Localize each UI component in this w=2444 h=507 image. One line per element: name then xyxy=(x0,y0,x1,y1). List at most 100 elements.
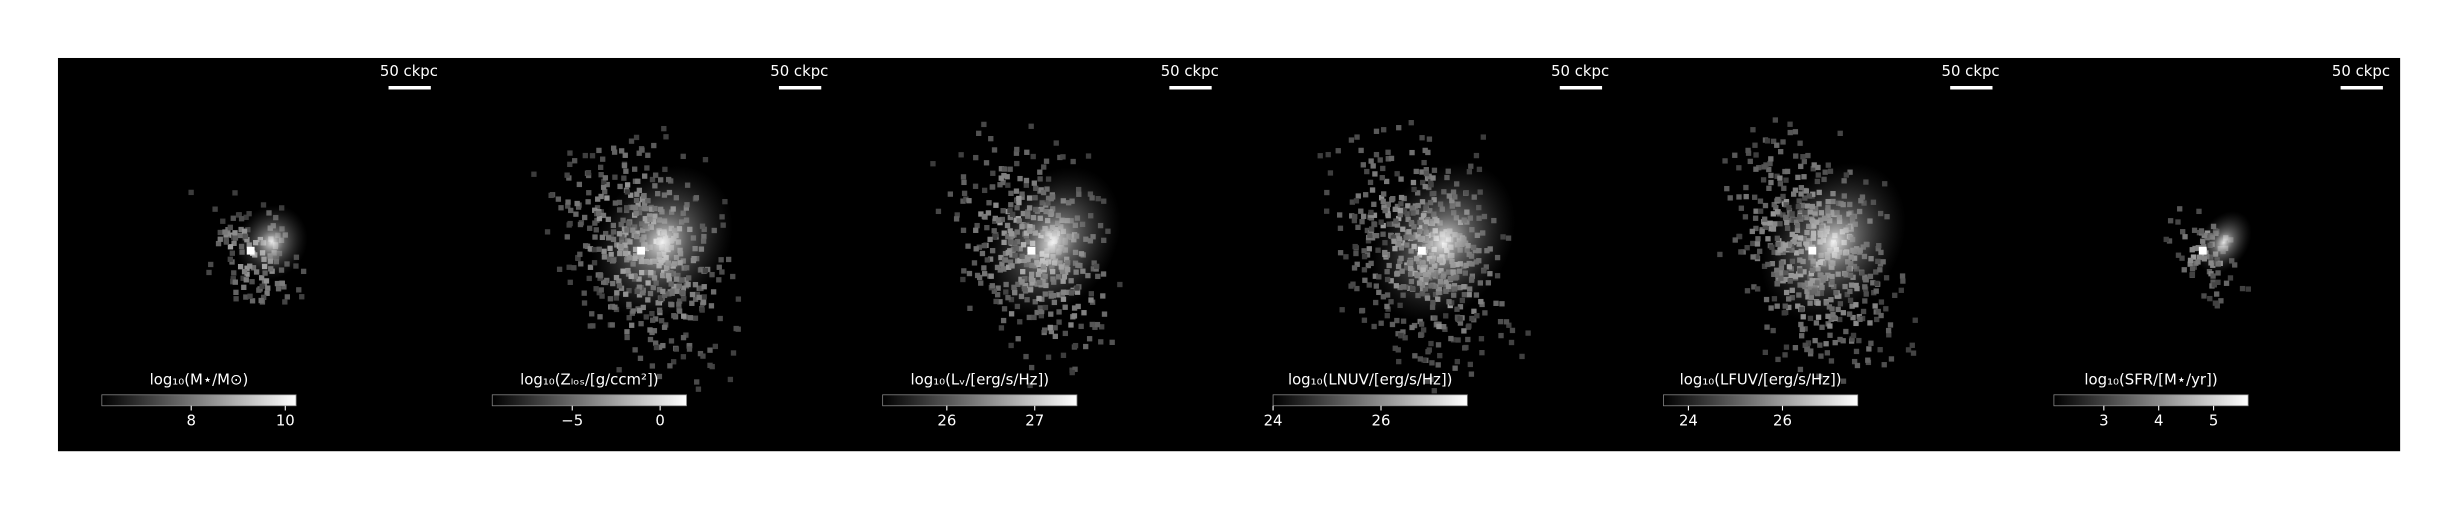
image-pixel xyxy=(590,323,596,329)
image-pixel xyxy=(1352,213,1358,220)
image-pixel xyxy=(1727,195,1733,201)
image-pixel xyxy=(1717,251,1723,258)
image-pixel xyxy=(1396,125,1402,131)
image-pixel xyxy=(1753,152,1759,158)
image-pixel xyxy=(2223,280,2230,286)
galaxy-glow xyxy=(591,165,733,320)
image-pixel xyxy=(1886,332,1892,338)
image-pixel xyxy=(1480,134,1486,140)
image-pixel xyxy=(1373,299,1379,306)
image-pixel xyxy=(1885,327,1892,334)
image-pixel xyxy=(1752,142,1758,148)
image-pixel xyxy=(217,229,223,236)
image-pixel xyxy=(1872,303,1878,309)
colorbar-tick-label: 3 xyxy=(2099,411,2108,429)
image-pixel xyxy=(1419,135,1425,141)
image-pixel xyxy=(597,314,603,320)
image-pixel xyxy=(2245,286,2251,292)
image-pixel xyxy=(1744,288,1751,294)
image-pixel xyxy=(701,294,707,300)
image-pixel xyxy=(981,121,987,128)
image-pixel xyxy=(577,251,583,257)
image-pixel xyxy=(1360,162,1366,168)
image-pixel xyxy=(1366,282,1372,288)
image-pixel xyxy=(1747,158,1753,165)
image-pixel xyxy=(1348,137,1355,143)
image-pixel xyxy=(241,269,248,275)
image-pixel xyxy=(220,218,226,224)
image-pixel xyxy=(1101,311,1108,317)
image-pixel xyxy=(206,269,212,276)
image-pixel xyxy=(971,260,978,266)
image-pixel xyxy=(1473,152,1480,159)
image-pixel xyxy=(1738,249,1744,255)
image-pixel xyxy=(223,239,230,245)
image-pixel xyxy=(1100,293,1106,299)
image-pixel xyxy=(2210,273,2216,279)
colorbar-label: log₁₀(M⋆/M⊙) xyxy=(150,371,249,389)
image-pixel xyxy=(1878,312,1884,319)
image-pixel xyxy=(1354,261,1360,267)
image-pixel xyxy=(587,246,593,252)
image-pixel xyxy=(1798,163,1804,170)
image-pixel xyxy=(628,138,635,144)
image-pixel xyxy=(1370,163,1376,169)
image-pixel xyxy=(260,202,267,208)
image-pixel xyxy=(1373,128,1380,134)
image-pixel xyxy=(586,190,592,196)
image-pixel xyxy=(1028,364,1035,371)
image-pixel xyxy=(1001,166,1008,172)
image-pixel xyxy=(1770,211,1776,217)
image-pixel xyxy=(1372,171,1378,177)
image-pixel xyxy=(1013,188,1020,194)
image-pixel xyxy=(565,203,571,209)
image-pixel xyxy=(1774,142,1780,148)
image-pixel xyxy=(544,229,551,235)
image-pixel xyxy=(227,244,234,250)
image-pixel xyxy=(1798,321,1804,328)
image-pixel xyxy=(998,166,1005,172)
image-pixel xyxy=(1383,178,1390,185)
image-pixel xyxy=(681,313,687,319)
image-pixel xyxy=(1760,177,1767,183)
image-pixel xyxy=(247,293,253,299)
colorbar-label: log₁₀(Lᵥ/[erg/s/Hz]) xyxy=(911,371,1050,389)
image-pixel xyxy=(1367,179,1374,186)
image-pixel xyxy=(1364,227,1371,234)
image-pixel xyxy=(1428,340,1434,347)
image-pixel xyxy=(582,243,589,249)
image-pixel xyxy=(1362,277,1368,283)
image-pixel xyxy=(1780,193,1786,200)
image-pixel xyxy=(587,225,593,231)
image-pixel xyxy=(1373,151,1380,158)
image-pixel xyxy=(710,289,717,295)
image-pixel xyxy=(636,150,642,156)
image-pixel xyxy=(1398,176,1404,182)
image-pixel xyxy=(1420,327,1427,333)
image-pixel xyxy=(1368,226,1375,232)
image-pixel xyxy=(1349,199,1356,205)
image-pixel xyxy=(1368,212,1374,218)
image-pixel xyxy=(695,386,702,392)
image-pixel xyxy=(976,130,982,136)
image-pixel xyxy=(1358,208,1364,214)
image-pixel xyxy=(1753,225,1759,232)
image-pixel xyxy=(592,220,598,226)
image-pixel xyxy=(1773,204,1779,211)
image-pixel xyxy=(1371,323,1377,330)
image-pixel xyxy=(1745,150,1752,156)
image-pixel xyxy=(1070,158,1076,165)
image-pixel xyxy=(1381,204,1387,210)
image-pixel xyxy=(1355,193,1361,199)
image-pixel xyxy=(1738,205,1745,211)
image-pixel xyxy=(1465,336,1471,343)
image-pixel xyxy=(712,343,719,350)
image-pixel xyxy=(1431,388,1437,394)
image-pixel xyxy=(567,279,573,285)
image-pixel xyxy=(564,234,570,240)
image-pixel xyxy=(1519,353,1525,360)
image-pixel xyxy=(593,286,599,292)
image-pixel xyxy=(1057,154,1063,161)
image-pixel xyxy=(1754,253,1760,260)
image-pixel xyxy=(282,299,288,305)
